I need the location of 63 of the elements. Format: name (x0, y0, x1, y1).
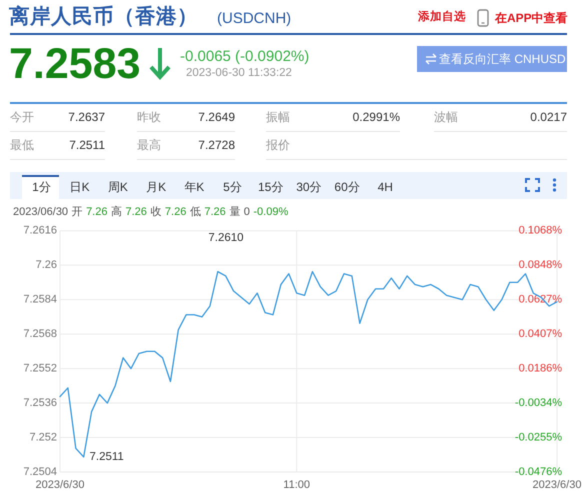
text: 7.2583 (9, 40, 141, 88)
y-tick-label: 7.2504 (23, 466, 57, 478)
text: 昨收 (137, 110, 161, 124)
text: 7.2649 (198, 110, 235, 124)
text: 15分 (258, 180, 284, 194)
text: 5分 (223, 180, 242, 194)
x-tick-label: 11:00 (283, 479, 310, 491)
text: 添加自选 (418, 11, 466, 24)
y-tick-label: 7.2616 (23, 224, 57, 237)
text: 低 (190, 206, 201, 218)
text: 7.26 (164, 206, 186, 218)
x-tick-label: 2023/6/30 (532, 479, 582, 491)
text: 收 (150, 206, 162, 218)
y2-tick-label: 0.0186% (518, 362, 562, 375)
y2-tick-label: -0.0034% (514, 396, 562, 409)
y-tick-label: 7.2552 (23, 362, 57, 375)
text: 1分 (32, 180, 51, 194)
text: 7.2637 (68, 110, 105, 124)
y-tick-label: 7.2536 (23, 397, 57, 410)
text: 60分 (334, 180, 360, 194)
text: 月K (146, 180, 166, 194)
y2-tick-label: 0.0407% (518, 328, 562, 340)
text: 0.2991% (352, 110, 400, 124)
button: 查看反向汇率 CNHUSD (417, 46, 567, 72)
text: 30分 (296, 180, 322, 194)
chart-subtitle: (USDCNH) (217, 10, 292, 26)
text: -0.0065 (-0.0902%) (180, 48, 310, 64)
text: 高 (110, 206, 122, 218)
text: 振幅 (266, 110, 290, 124)
text: 4H (378, 180, 393, 194)
text: 7.26 (125, 206, 147, 218)
text: 最高 (137, 138, 161, 152)
chart-title: 离岸人民币（香港） (9, 5, 198, 28)
y2-tick-label: 0.1068% (518, 224, 562, 237)
text: 年K (184, 180, 204, 194)
text: 7.2728 (198, 138, 235, 152)
y2-tick-label: -0.0476% (514, 466, 562, 478)
y-tick-label: 7.252 (29, 432, 57, 444)
text: 周K (108, 180, 128, 194)
text: 在APP中查看 (495, 11, 568, 25)
y2-tick-label: 0.0848% (518, 259, 562, 272)
annotation: 7.2511 (90, 450, 124, 463)
text: 日K (70, 180, 90, 194)
text: 波幅 (434, 110, 458, 124)
annotation: 7.2610 (208, 232, 244, 244)
text: 0.0217 (530, 110, 567, 124)
y-tick-label: 7.2568 (23, 328, 57, 340)
text: -0.09% (253, 206, 288, 218)
y2-tick-label: -0.0255% (514, 431, 562, 444)
text: 2023/06/30 (13, 206, 68, 218)
x-tick-label: 2023/6/30 (36, 479, 84, 491)
y-tick-label: 7.26 (36, 259, 57, 272)
text: 7.26 (204, 206, 226, 218)
text: 量 (229, 206, 240, 218)
text: 报价 (266, 138, 290, 152)
text: 0 (244, 206, 250, 218)
text: 最低 (10, 138, 34, 152)
y-tick-label: 7.2584 (23, 294, 57, 306)
text: 开 (72, 206, 83, 218)
text: 今开 (10, 110, 34, 124)
text: 2023-06-30 11:33:22 (186, 67, 292, 80)
text: 7.2511 (69, 138, 105, 152)
text: 7.26 (86, 206, 108, 218)
